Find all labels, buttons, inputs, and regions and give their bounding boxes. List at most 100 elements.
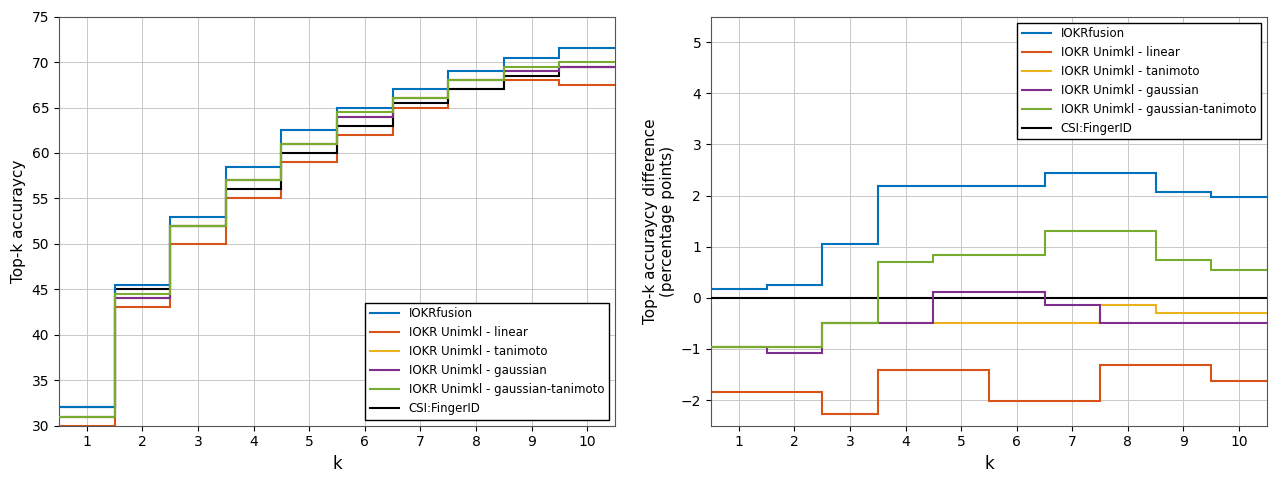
IOKR Unimkl - tanimoto <box>496 68 511 74</box>
IOKR Unimkl - gaussian <box>219 223 234 228</box>
IOKRfusion <box>1259 194 1274 200</box>
IOKR Unimkl - linear <box>814 389 829 395</box>
IOKR Unimkl - gaussian <box>330 114 345 120</box>
IOKR Unimkl - tanimoto <box>1148 302 1163 308</box>
IOKR Unimkl - gaussian <box>496 77 511 83</box>
IOKRfusion <box>1093 170 1108 176</box>
IOKRfusion <box>814 241 829 247</box>
CSI:FingerID <box>925 295 941 301</box>
CSI:FingerID <box>814 295 829 301</box>
IOKR Unimkl - gaussian-tanimoto <box>759 345 774 350</box>
CSI:FingerID <box>441 100 456 106</box>
IOKR Unimkl - linear <box>552 82 567 88</box>
IOKR Unimkl - gaussian-tanimoto <box>1204 257 1219 263</box>
IOKR Unimkl - tanimoto <box>814 345 829 350</box>
IOKR Unimkl - gaussian-tanimoto <box>870 259 886 265</box>
IOKR Unimkl - gaussian <box>385 95 400 101</box>
IOKR Unimkl - gaussian <box>496 68 511 74</box>
CSI:FingerID <box>982 295 997 301</box>
CSI:FingerID <box>51 405 66 410</box>
IOKR Unimkl - gaussian <box>552 64 567 70</box>
CSI:FingerID <box>273 150 289 156</box>
CSI:FingerID <box>219 223 234 228</box>
CSI:FingerID <box>1148 295 1163 301</box>
CSI:FingerID <box>330 123 345 129</box>
IOKR Unimkl - tanimoto <box>330 141 345 147</box>
Line: IOKR Unimkl - linear: IOKR Unimkl - linear <box>711 365 1266 414</box>
IOKR Unimkl - gaussian-tanimoto <box>1093 228 1108 234</box>
CSI:FingerID <box>1204 295 1219 301</box>
IOKR Unimkl - gaussian-tanimoto <box>814 345 829 350</box>
IOKR Unimkl - linear <box>441 105 456 110</box>
IOKR Unimkl - tanimoto <box>330 141 345 147</box>
CSI:FingerID <box>496 87 511 92</box>
IOKR Unimkl - gaussian-tanimoto <box>273 141 289 147</box>
IOKRfusion <box>982 183 997 189</box>
IOKR Unimkl - gaussian-tanimoto <box>1204 257 1219 263</box>
IOKR Unimkl - linear <box>441 105 456 110</box>
IOKR Unimkl - tanimoto <box>1148 302 1163 308</box>
IOKR Unimkl - gaussian <box>1036 289 1052 295</box>
IOKR Unimkl - linear <box>162 304 178 310</box>
Line: IOKR Unimkl - tanimoto: IOKR Unimkl - tanimoto <box>711 305 1266 348</box>
IOKR Unimkl - tanimoto <box>870 320 886 326</box>
IOKRfusion <box>385 105 400 110</box>
IOKRfusion <box>107 282 123 287</box>
IOKRfusion <box>219 213 234 219</box>
CSI:FingerID <box>1093 295 1108 301</box>
IOKRfusion <box>107 405 123 410</box>
CSI:FingerID <box>385 123 400 129</box>
IOKR Unimkl - gaussian-tanimoto <box>607 59 622 65</box>
IOKR Unimkl - linear <box>925 367 941 373</box>
IOKR Unimkl - gaussian <box>107 295 123 301</box>
Line: IOKR Unimkl - gaussian: IOKR Unimkl - gaussian <box>59 67 615 417</box>
IOKR Unimkl - gaussian <box>330 141 345 147</box>
IOKR Unimkl - gaussian <box>162 223 178 228</box>
IOKR Unimkl - gaussian <box>982 289 997 295</box>
CSI:FingerID <box>552 73 567 78</box>
IOKRfusion <box>870 241 886 247</box>
Line: IOKR Unimkl - gaussian-tanimoto: IOKR Unimkl - gaussian-tanimoto <box>59 62 615 417</box>
IOKR Unimkl - linear <box>1204 378 1219 384</box>
IOKRfusion <box>1036 183 1052 189</box>
IOKR Unimkl - linear <box>552 77 567 83</box>
IOKRfusion <box>496 55 511 60</box>
CSI:FingerID <box>759 295 774 301</box>
IOKR Unimkl - linear <box>219 241 234 247</box>
IOKR Unimkl - tanimoto <box>1036 320 1052 326</box>
IOKR Unimkl - tanimoto <box>219 177 234 183</box>
IOKR Unimkl - gaussian-tanimoto <box>441 95 456 101</box>
IOKRfusion <box>107 405 123 410</box>
IOKR Unimkl - linear <box>982 367 997 373</box>
CSI:FingerID <box>1093 295 1108 301</box>
IOKR Unimkl - gaussian-tanimoto <box>1036 252 1052 258</box>
IOKR Unimkl - tanimoto <box>1036 320 1052 326</box>
IOKR Unimkl - gaussian-tanimoto <box>273 177 289 183</box>
IOKR Unimkl - linear <box>441 87 456 92</box>
IOKRfusion <box>925 183 941 189</box>
CSI:FingerID <box>219 186 234 192</box>
IOKR Unimkl - linear <box>1259 378 1274 384</box>
CSI:FingerID <box>385 123 400 129</box>
IOKR Unimkl - gaussian <box>1093 302 1108 308</box>
IOKR Unimkl - tanimoto <box>870 320 886 326</box>
IOKR Unimkl - linear <box>925 367 941 373</box>
IOKR Unimkl - gaussian <box>814 350 829 356</box>
IOKR Unimkl - gaussian <box>870 320 886 326</box>
IOKR Unimkl - linear <box>870 411 886 417</box>
IOKR Unimkl - tanimoto <box>162 223 178 228</box>
CSI:FingerID <box>703 295 718 301</box>
IOKR Unimkl - gaussian-tanimoto <box>107 291 123 297</box>
IOKR Unimkl - tanimoto <box>1093 320 1108 326</box>
CSI:FingerID <box>1148 295 1163 301</box>
IOKR Unimkl - tanimoto <box>273 177 289 183</box>
IOKR Unimkl - tanimoto <box>1036 320 1052 326</box>
IOKR Unimkl - linear <box>385 132 400 137</box>
IOKRfusion <box>51 405 66 410</box>
X-axis label: k: k <box>984 455 994 473</box>
Line: CSI:FingerID: CSI:FingerID <box>59 67 615 408</box>
IOKR Unimkl - gaussian-tanimoto <box>925 259 941 265</box>
IOKR Unimkl - gaussian-tanimoto <box>982 252 997 258</box>
IOKR Unimkl - tanimoto <box>870 320 886 326</box>
IOKR Unimkl - gaussian-tanimoto <box>385 109 400 115</box>
